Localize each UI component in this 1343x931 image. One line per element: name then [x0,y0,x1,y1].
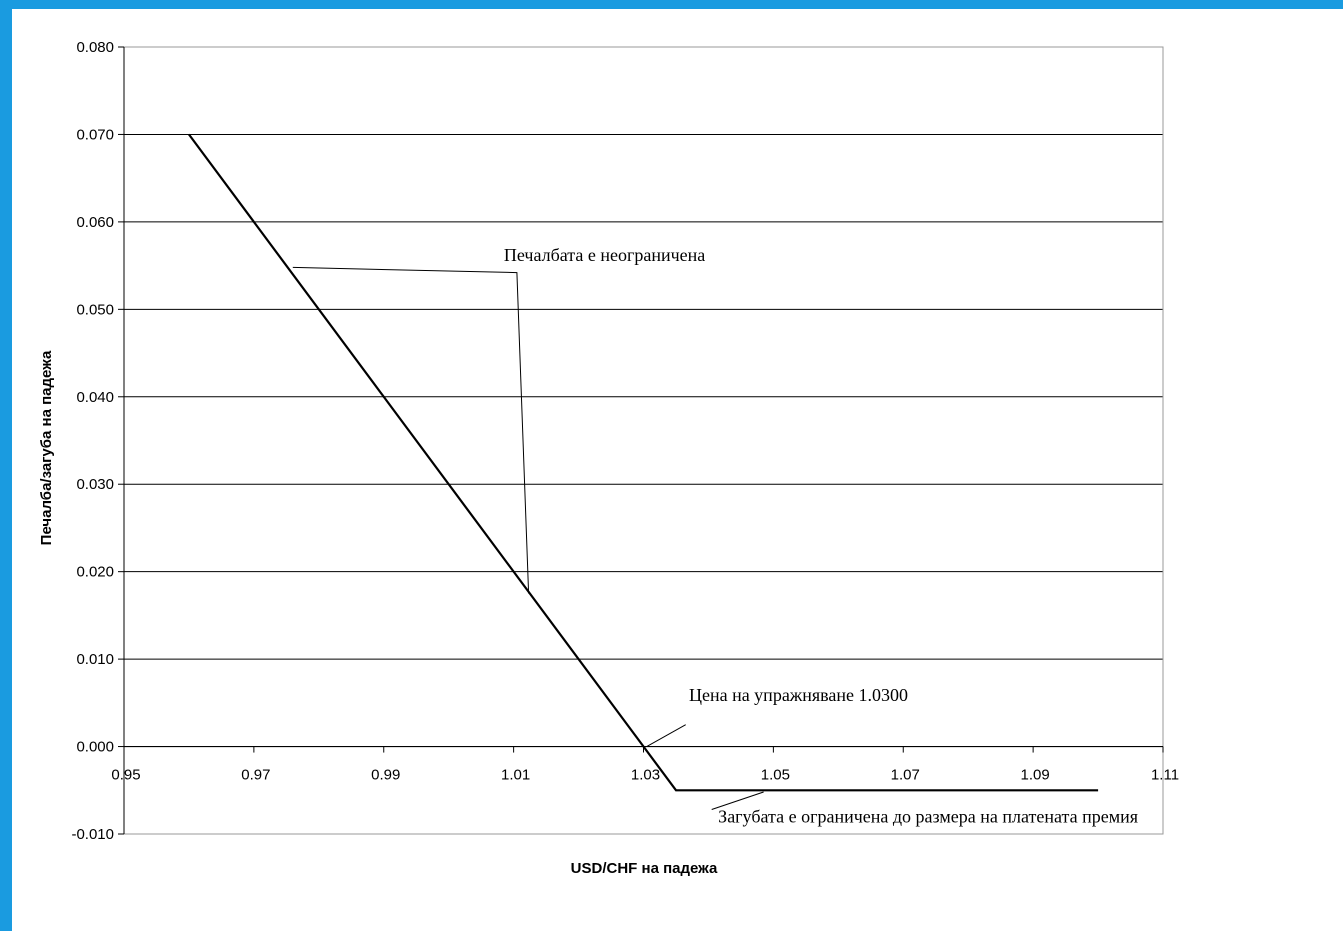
annotation-leaders [292,266,764,810]
y-tick-label: -0.010 [71,826,114,843]
y-axis-title: Печалба/загуба на падежа [38,350,55,545]
x-tick-label: 1.03 [631,767,660,784]
axes [118,46,1164,835]
y-tick-label: 0.080 [76,39,114,56]
x-tick-label: 1.07 [891,767,920,784]
annotation-label: Печалбата е неограничена [504,245,705,265]
blue-frame-left [0,0,12,931]
x-tick-label: 1.05 [761,767,790,784]
annotation-leader-line [711,791,764,810]
annotation-leader-line [646,724,686,748]
x-tick-label: 0.99 [371,767,400,784]
y-tick-label: 0.000 [76,739,114,756]
x-tick-label: 0.97 [241,767,270,784]
y-tick-label: 0.060 [76,214,114,231]
blue-frame-top [0,0,1343,9]
y-tick-label: 0.020 [76,564,114,581]
x-tick-label: 1.09 [1021,767,1050,784]
annotation-label: Загубата е ограничена до размера на плат… [718,807,1138,827]
x-tick-label: 1.11 [1151,767,1179,784]
annotation-leader-line [292,266,530,594]
payoff-line [188,133,1099,792]
annotation-label: Цена на упражняване 1.0300 [689,685,908,705]
y-tick-label: 0.040 [76,389,114,406]
series [188,133,1099,792]
annotations: Печалбата е неограничена Цена на упражняв… [504,245,1138,826]
x-tick-label: 0.95 [111,767,140,784]
y-tick-label: 0.070 [76,126,114,143]
gridlines [124,133,1163,748]
tick-labels: -0.010 0.000 0.010 0.020 0.030 0.040 0.050 0.06… [71,39,1179,843]
x-tick-label: 1.01 [501,767,530,784]
plot-area-border [123,46,1164,835]
x-axis-title: USD/CHF на падежа [571,860,718,877]
y-tick-label: 0.030 [76,476,114,493]
y-tick-label: 0.050 [76,301,114,318]
y-tick-label: 0.010 [76,651,114,668]
